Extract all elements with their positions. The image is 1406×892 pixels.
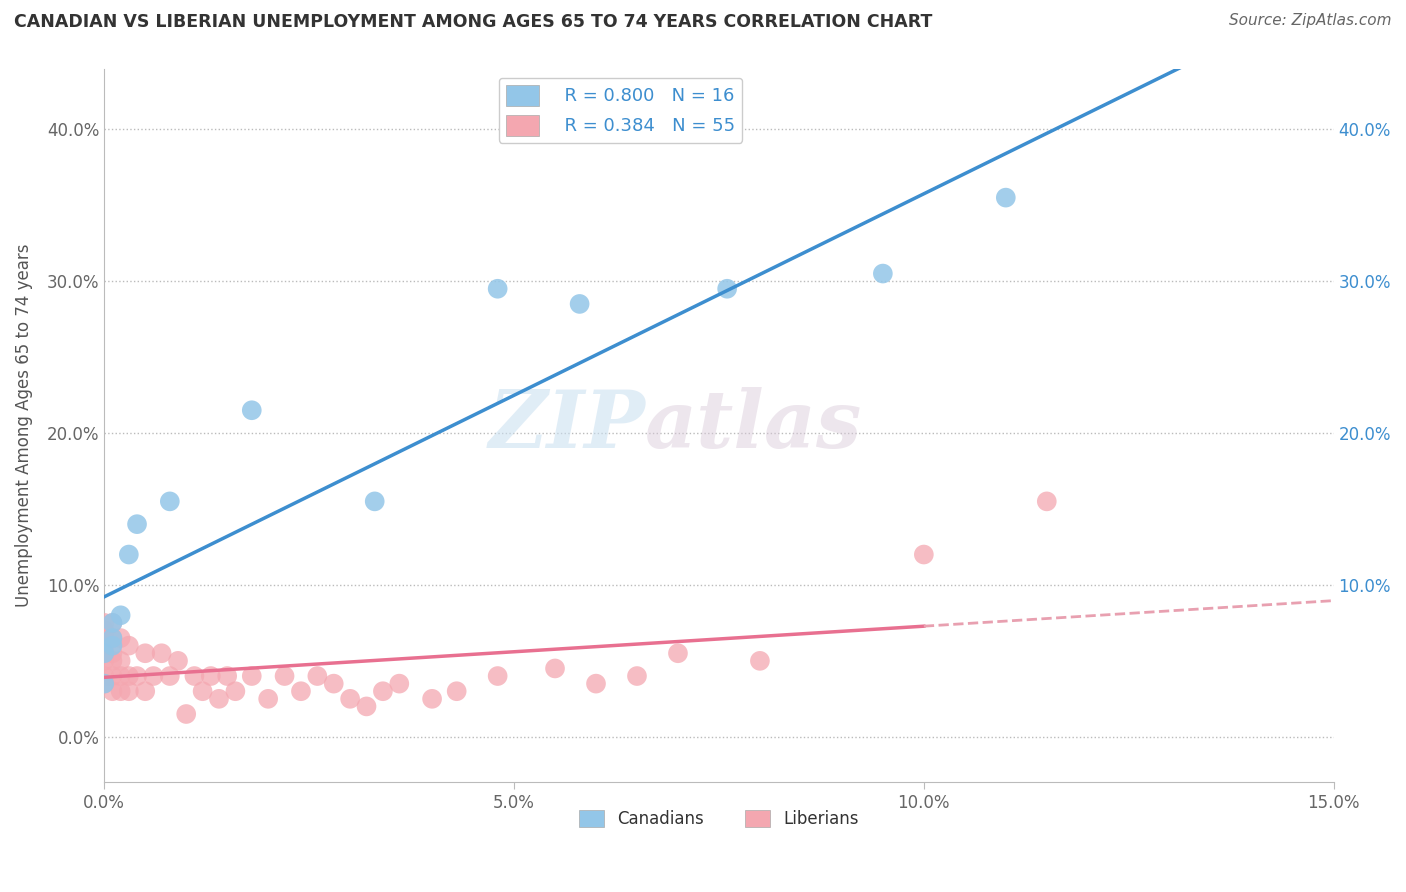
Point (93, 676, 115, 690)
Point (240, 669, 263, 683)
Point (486, 669, 509, 683)
Point (110, 608, 132, 623)
Point (118, 548, 141, 562)
Point (544, 661, 567, 675)
Point (174, 706, 197, 721)
Point (486, 282, 509, 296)
Point (748, 654, 770, 668)
Point (159, 669, 181, 683)
Point (125, 517, 148, 532)
Point (872, 267, 894, 281)
Point (257, 691, 280, 706)
Point (273, 669, 295, 683)
Point (150, 646, 173, 660)
Text: ZIP: ZIP (488, 387, 645, 464)
Point (101, 669, 124, 683)
Point (101, 631, 124, 645)
Point (134, 684, 156, 698)
Point (110, 631, 132, 645)
Point (339, 691, 361, 706)
Point (371, 684, 394, 698)
Point (208, 691, 231, 706)
Point (585, 676, 607, 690)
Point (118, 684, 141, 698)
Point (101, 631, 124, 645)
Point (93, 631, 115, 645)
Legend: Canadians, Liberians: Canadians, Liberians (572, 803, 866, 835)
Point (240, 403, 263, 417)
Point (364, 494, 387, 508)
Point (568, 297, 591, 311)
Point (101, 684, 124, 698)
Point (716, 282, 738, 296)
Point (110, 684, 132, 698)
Point (142, 669, 165, 683)
Point (200, 669, 222, 683)
Point (167, 654, 190, 668)
Point (93, 624, 115, 638)
Point (183, 669, 205, 683)
Point (101, 639, 124, 653)
Point (912, 548, 935, 562)
Point (93, 615, 115, 630)
Point (93, 676, 115, 690)
Point (322, 676, 344, 690)
Point (101, 654, 124, 668)
Point (666, 646, 689, 660)
Point (290, 684, 312, 698)
Point (93, 639, 115, 653)
Point (93, 646, 115, 660)
Text: atlas: atlas (645, 387, 862, 464)
Point (307, 669, 329, 683)
Text: Source: ZipAtlas.com: Source: ZipAtlas.com (1229, 13, 1392, 29)
Point (101, 615, 124, 630)
Point (217, 669, 239, 683)
Point (134, 646, 156, 660)
Point (93, 669, 115, 683)
Point (356, 699, 378, 714)
Point (110, 654, 132, 668)
Point (118, 669, 141, 683)
Point (118, 639, 141, 653)
Point (101, 646, 124, 660)
Point (125, 669, 148, 683)
Point (1036, 494, 1059, 508)
Point (446, 684, 468, 698)
Y-axis label: Unemployment Among Ages 65 to 74 years: Unemployment Among Ages 65 to 74 years (15, 244, 32, 607)
Point (224, 684, 246, 698)
Text: CANADIAN VS LIBERIAN UNEMPLOYMENT AMONG AGES 65 TO 74 YEARS CORRELATION CHART: CANADIAN VS LIBERIAN UNEMPLOYMENT AMONG … (14, 13, 932, 31)
Point (93, 654, 115, 668)
Point (420, 691, 443, 706)
Point (626, 669, 648, 683)
Point (994, 191, 1017, 205)
Point (191, 684, 214, 698)
Point (93, 646, 115, 660)
Point (110, 669, 132, 683)
Point (101, 615, 124, 630)
Point (159, 494, 181, 508)
Point (388, 676, 411, 690)
